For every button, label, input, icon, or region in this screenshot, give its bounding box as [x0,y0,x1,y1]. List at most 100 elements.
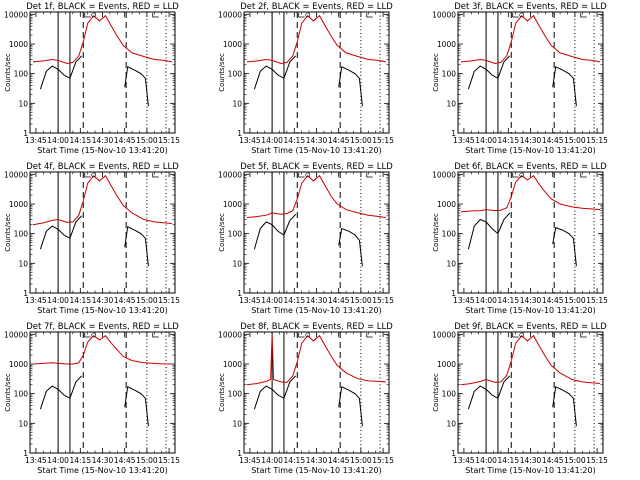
x-tick-label: 14:45 [114,456,136,465]
y-tick-label: 1 [237,449,242,458]
y-tick-label: 1 [237,289,242,298]
panel-7: Det 7f, BLACK = Events, RED = LLD Counts/… [4,322,180,475]
x-tick-label: 15:00 [564,296,586,305]
x-tick-label: 14:30 [306,136,328,145]
events-series-line [338,66,363,107]
x-tick-label: 14:15 [283,456,305,465]
events-series-line [39,215,83,250]
events-series-line [552,66,577,107]
y-tick-label: 10 [232,259,242,268]
events-series-line [467,55,511,90]
panel-1: Det 1f, BLACK = Events, RED = LLD Counts/… [4,2,180,155]
x-tick-label: 14:45 [114,296,136,305]
lld-series-line [32,14,173,65]
x-tick-label: 14:00 [261,296,283,305]
attenuator-marker [580,333,587,338]
x-tick-label: 13:45 [25,296,47,305]
events-series-line [338,227,363,267]
panel-title: Det 2f, BLACK = Events, RED = LLD [240,2,393,12]
events-series-line [552,386,577,427]
y-tick-label: 10000 [432,10,456,19]
attenuator-marker [298,333,305,338]
panel-title: Det 1f, BLACK = Events, RED = LLD [26,2,179,12]
y-tick-label: 10 [18,259,28,268]
x-tick-label: 13:45 [453,296,475,305]
x-tick-label: 14:30 [92,136,114,145]
panel-title: Det 6f, BLACK = Events, RED = LLD [454,162,607,172]
y-tick-label: 1000 [9,360,28,369]
y-tick-label: 10000 [218,330,242,339]
x-tick-label: 15:00 [564,456,586,465]
x-axis-label: Start Time (15-Nov-10 13:41:20) [465,306,595,315]
events-series-line [124,226,149,267]
x-axis-label: Start Time (15-Nov-10 13:41:20) [465,146,595,155]
x-tick-label: 14:00 [475,136,497,145]
y-tick-label: 1 [451,129,456,138]
x-tick-label: 15:00 [350,136,372,145]
y-tick-label: 1000 [437,40,456,49]
attenuator-marker [152,173,159,178]
x-axis-label: Start Time (15-Nov-10 13:41:20) [37,146,167,155]
y-tick-label: 1 [237,129,242,138]
lld-series-line [32,335,172,365]
x-tick-label: 14:45 [328,296,350,305]
lld-series-line [460,174,601,213]
attenuator-marker [366,13,373,18]
panel-data [32,12,173,133]
panel-data [246,12,387,133]
panel-title: Det 5f, BLACK = Events, RED = LLD [240,162,393,172]
panel-data [460,172,601,293]
x-tick-label: 14:15 [497,136,519,145]
attenuator-marker-dot [91,172,97,178]
attenuator-marker-dot [305,12,311,18]
x-tick-label: 14:30 [306,296,328,305]
y-tick-label: 100 [442,230,457,239]
y-tick-label: 10000 [4,10,28,19]
x-tick-label: 15:00 [136,136,158,145]
x-tick-label: 14:45 [328,456,350,465]
y-axis-label: Counts/sec [218,53,226,92]
panel-title: Det 4f, BLACK = Events, RED = LLD [26,162,179,172]
attenuator-marker-dot [91,12,97,18]
y-tick-label: 100 [228,70,243,79]
y-tick-label: 1000 [9,40,28,49]
x-axis-label: Start Time (15-Nov-10 13:41:20) [37,466,167,475]
x-tick-label: 14:30 [92,296,114,305]
panel-data [32,172,173,293]
attenuator-marker [366,173,373,178]
attenuator-marker [366,333,373,338]
attenuator-marker [152,13,159,18]
panel-frame [243,11,390,134]
y-axis-label: Counts/sec [4,213,12,252]
x-tick-label: 15:00 [350,296,372,305]
events-series-line [467,212,511,250]
x-tick-label: 13:45 [239,296,261,305]
lld-series-line [246,334,387,386]
x-tick-label: 15:00 [350,456,372,465]
panel-8: Det 8f, BLACK = Events, RED = LLD Counts/… [218,322,394,475]
panel-9: Det 9f, BLACK = Events, RED = LLD Counts/… [432,322,608,475]
y-tick-label: 1000 [9,200,28,209]
lld-series-line [460,334,601,386]
x-tick-label: 14:00 [47,296,69,305]
panel-frame [457,11,604,134]
y-tick-label: 1000 [223,360,242,369]
x-tick-label: 14:00 [261,136,283,145]
y-tick-label: 10 [446,419,456,428]
panel-title: Det 7f, BLACK = Events, RED = LLD [26,322,179,332]
y-tick-label: 1 [23,449,28,458]
x-axis-label: Start Time (15-Nov-10 13:41:20) [251,306,381,315]
x-tick-label: 15:00 [564,136,586,145]
y-tick-label: 10 [232,99,242,108]
x-tick-label: 15:15 [586,136,608,145]
x-tick-label: 14:00 [47,136,69,145]
y-tick-label: 100 [14,390,29,399]
attenuator-marker-dot [519,332,525,338]
x-tick-label: 15:15 [372,296,394,305]
x-tick-label: 14:30 [92,456,114,465]
x-tick-label: 15:00 [136,296,158,305]
x-tick-label: 15:15 [372,136,394,145]
panel-data [32,332,172,453]
y-tick-label: 10000 [432,170,456,179]
panel-frame [243,331,390,454]
